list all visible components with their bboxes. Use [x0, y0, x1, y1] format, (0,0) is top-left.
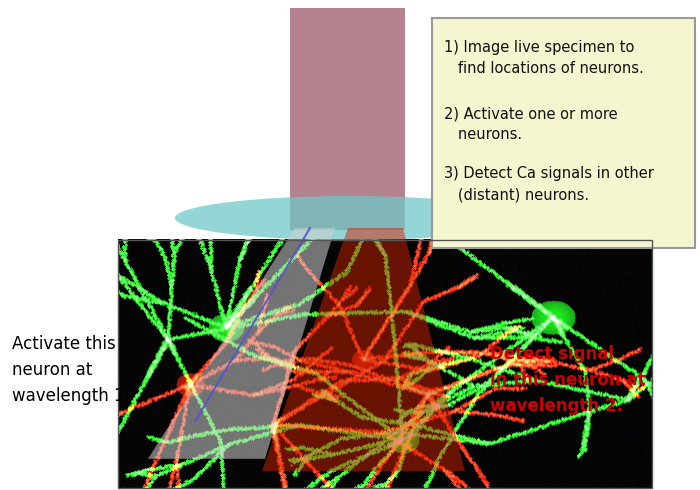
Ellipse shape — [175, 196, 525, 240]
Text: Detect signal
in this neuron at
wavelength 2.: Detect signal in this neuron at waveleng… — [490, 344, 645, 416]
Text: 3) Detect Ca signals in other
   (distant) neurons.: 3) Detect Ca signals in other (distant) … — [444, 166, 654, 202]
Polygon shape — [290, 8, 405, 230]
Text: Activate this
neuron at
wavelength 1.: Activate this neuron at wavelength 1. — [12, 335, 130, 405]
Polygon shape — [148, 228, 335, 459]
Text: 2) Activate one or more
   neurons.: 2) Activate one or more neurons. — [444, 106, 617, 142]
FancyBboxPatch shape — [432, 18, 695, 248]
Text: 1) Image live specimen to
   find locations of neurons.: 1) Image live specimen to find locations… — [444, 40, 644, 76]
Polygon shape — [262, 228, 465, 471]
